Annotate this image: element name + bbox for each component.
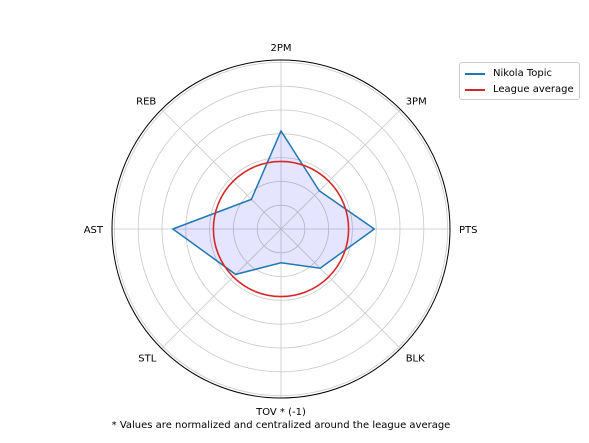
radar-series-layer bbox=[171, 129, 376, 298]
polar-frame bbox=[111, 59, 451, 399]
grid-spoke bbox=[161, 109, 282, 230]
series-nikola-topic bbox=[171, 129, 376, 276]
legend: Nikola Topic League average bbox=[459, 62, 580, 100]
grid-spoke bbox=[280, 228, 401, 349]
axis-label-ast: AST bbox=[84, 225, 104, 236]
axis-label-3pm: 3PM bbox=[406, 96, 427, 107]
grid-spoke bbox=[161, 228, 282, 349]
axis-label-pts: PTS bbox=[459, 225, 478, 236]
footnote: * Values are normalized and centralized … bbox=[111, 420, 451, 431]
legend-swatch-nikola-topic bbox=[465, 73, 485, 75]
axis-label-stl: STL bbox=[138, 354, 156, 365]
legend-label-league-average: League average bbox=[493, 84, 574, 95]
axis-label-tov-1: TOV * (-1) bbox=[255, 407, 306, 418]
radar-grid bbox=[111, 59, 451, 399]
axis-label-reb: REB bbox=[136, 96, 156, 107]
legend-label-nikola-topic: Nikola Topic bbox=[493, 68, 553, 79]
grid-spoke bbox=[280, 109, 401, 230]
series-league-average bbox=[212, 160, 350, 298]
radar-axis-labels: PTS 3PM 2PM REB AST STL TOV * (-1) BLK bbox=[84, 43, 478, 418]
axis-label-2pm: 2PM bbox=[270, 43, 291, 54]
axis-label-blk: BLK bbox=[406, 354, 425, 365]
legend-swatch-league-average bbox=[465, 89, 485, 91]
